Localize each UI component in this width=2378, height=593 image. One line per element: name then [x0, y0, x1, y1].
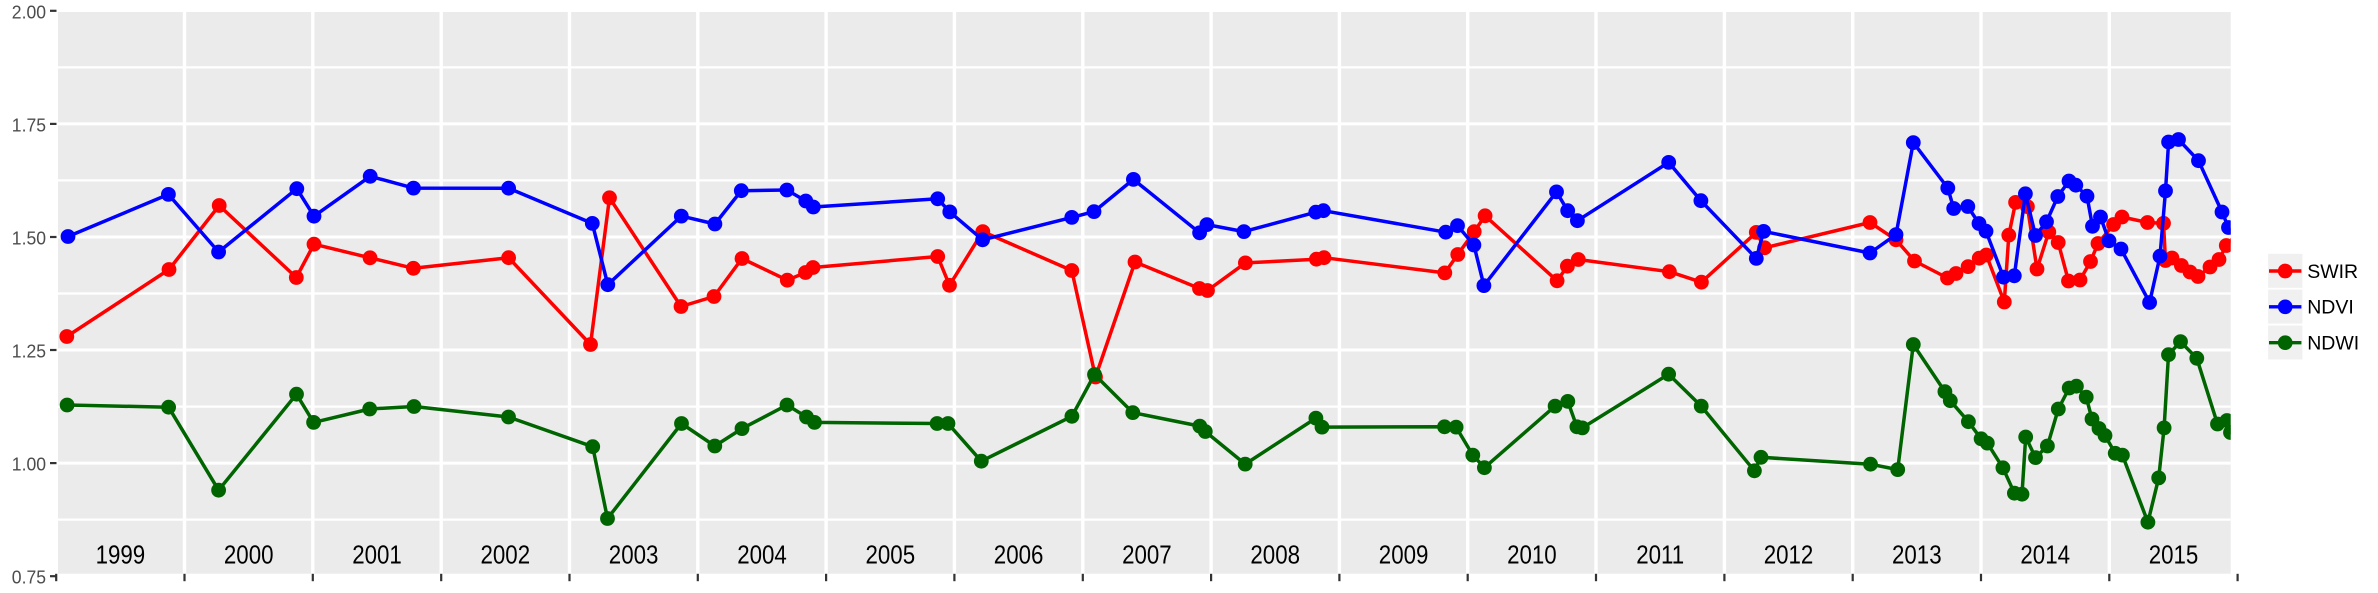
- svg-text:2006: 2006: [994, 541, 1044, 570]
- svg-text:2005: 2005: [865, 541, 915, 570]
- svg-text:2003: 2003: [609, 541, 659, 570]
- svg-text:1999: 1999: [96, 541, 146, 570]
- svg-text:2011: 2011: [1636, 541, 1684, 570]
- svg-text:2015: 2015: [2149, 541, 2199, 570]
- svg-text:2007: 2007: [1122, 541, 1172, 570]
- svg-text:2002: 2002: [480, 541, 530, 570]
- svg-text:2.00: 2.00: [12, 2, 46, 23]
- svg-text:2013: 2013: [1892, 541, 1942, 570]
- svg-text:2004: 2004: [737, 541, 787, 570]
- svg-text:2008: 2008: [1250, 541, 1300, 570]
- svg-text:0.75: 0.75: [12, 567, 46, 588]
- svg-text:2001: 2001: [352, 541, 402, 570]
- svg-text:NDWI: NDWI: [2307, 333, 2359, 355]
- svg-text:2000: 2000: [224, 541, 274, 570]
- svg-text:1.50: 1.50: [12, 228, 46, 249]
- svg-text:2009: 2009: [1379, 541, 1429, 570]
- svg-text:2012: 2012: [1764, 541, 1814, 570]
- svg-text:1.00: 1.00: [12, 454, 46, 475]
- svg-text:1.75: 1.75: [12, 115, 46, 136]
- svg-text:1.25: 1.25: [12, 341, 46, 362]
- svg-text:SWIR: SWIR: [2307, 261, 2358, 283]
- svg-text:NDVI: NDVI: [2307, 297, 2354, 319]
- svg-text:2010: 2010: [1507, 541, 1557, 570]
- svg-text:2014: 2014: [2020, 541, 2070, 570]
